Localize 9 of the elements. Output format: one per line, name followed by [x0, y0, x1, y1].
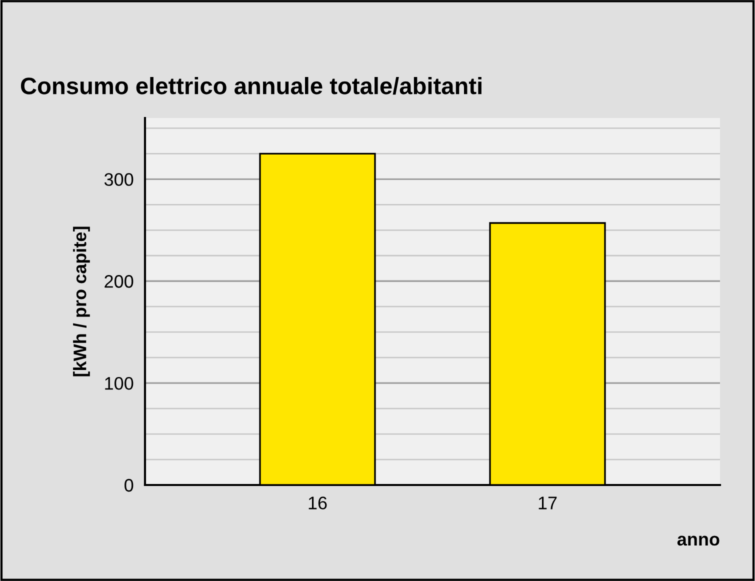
y-axis-title: [kWh / pro capite] [73, 226, 90, 376]
y-tick-label: 200 [104, 275, 134, 288]
x-tick-label: 16 [308, 496, 327, 510]
x-tick-label: 17 [538, 496, 557, 510]
y-tick-label: 300 [104, 173, 134, 186]
y-tick-label: 0 [124, 478, 134, 492]
y-tick-label: 100 [105, 376, 134, 390]
chart-title: Consumo elettrico annuale totale/abitanti [20, 76, 482, 95]
x-axis-title: anno [677, 536, 720, 546]
